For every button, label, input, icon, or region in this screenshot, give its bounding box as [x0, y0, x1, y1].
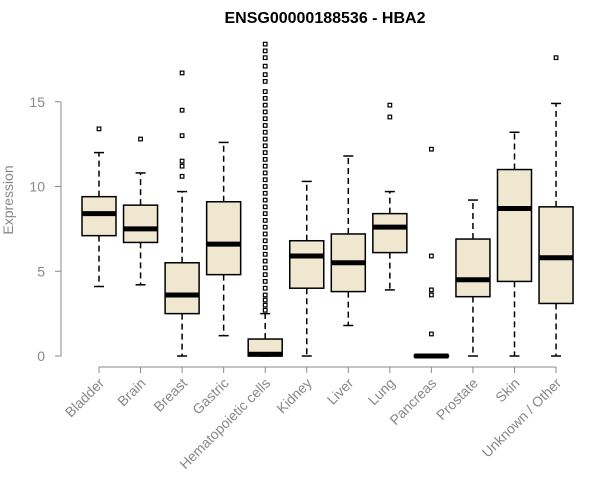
- outlier-point: [262, 307, 268, 313]
- box-iqr: [496, 168, 533, 283]
- outlier-point: [262, 272, 268, 278]
- outlier-point: [262, 204, 268, 210]
- box-iqr: [81, 195, 117, 237]
- x-tick-label: Brain: [114, 375, 148, 409]
- y-tick-label: 0: [37, 348, 45, 364]
- outlier-point: [429, 287, 434, 293]
- outlier-point: [262, 211, 268, 217]
- outlier-point: [262, 143, 268, 149]
- x-tick-label: Prostate: [433, 375, 481, 423]
- outlier-point: [262, 177, 268, 183]
- outlier-point: [262, 245, 268, 250]
- outlier-point: [179, 70, 185, 76]
- outlier-point: [262, 116, 268, 122]
- box-skin: [496, 131, 533, 357]
- outlier-point: [262, 102, 268, 108]
- box-iqr: [122, 204, 159, 244]
- outlier-point: [262, 123, 268, 128]
- box-iqr: [372, 212, 408, 254]
- y-tick-label: 5: [37, 263, 45, 279]
- outlier-point: [262, 41, 268, 47]
- outlier-point: [429, 146, 434, 152]
- box-breast: [164, 70, 200, 357]
- box-liver: [330, 155, 367, 327]
- outlier-point: [179, 107, 185, 113]
- outlier-point: [553, 55, 559, 61]
- outlier-point: [429, 292, 434, 298]
- outlier-point: [262, 285, 268, 291]
- box-hematopoietic-cells: [247, 41, 283, 357]
- box-iqr: [205, 201, 242, 276]
- outlier-point: [262, 251, 268, 257]
- outlier-point: [262, 136, 268, 142]
- box-iqr: [538, 206, 574, 305]
- outlier-point: [179, 158, 185, 164]
- outlier-point: [262, 197, 268, 203]
- outlier-point: [262, 184, 268, 189]
- y-axis-label: Expression: [0, 165, 16, 234]
- box-prostate: [455, 199, 491, 357]
- outlier-point: [179, 163, 185, 169]
- outlier-point: [262, 63, 268, 69]
- outlier-point: [262, 150, 268, 156]
- outlier-point: [262, 279, 268, 284]
- x-tick-label: Bladder: [62, 375, 108, 421]
- x-tick-label: Skin: [492, 375, 523, 406]
- y-tick-label: 10: [29, 179, 45, 195]
- outlier-point: [262, 48, 268, 54]
- outlier-point: [179, 173, 185, 179]
- outlier-point: [262, 190, 268, 196]
- outlier-point: [262, 163, 268, 169]
- x-tick-label: Liver: [324, 375, 357, 408]
- outlier-point: [429, 331, 434, 337]
- outlier-point: [96, 126, 102, 132]
- outlier-point: [262, 170, 268, 176]
- outlier-point: [138, 136, 143, 142]
- x-tick-label: Kidney: [273, 375, 315, 417]
- outlier-point: [262, 265, 268, 271]
- x-tick-label: Lung: [365, 375, 398, 408]
- box-lung: [372, 102, 408, 291]
- box-unknown-other: [538, 55, 574, 357]
- outlier-point: [262, 224, 268, 230]
- x-tick-label: Unknown / Other: [479, 375, 565, 461]
- x-tick-label: Breast: [150, 375, 190, 415]
- outlier-point: [262, 258, 268, 264]
- outlier-point: [262, 89, 268, 94]
- chart-title: ENSG00000188536 - HBA2: [224, 10, 425, 27]
- box-iqr: [164, 262, 200, 315]
- box-iqr: [289, 239, 325, 289]
- outlier-point: [262, 129, 268, 135]
- outlier-point: [387, 114, 393, 120]
- box-bladder: [81, 126, 117, 288]
- outlier-point: [262, 297, 268, 303]
- y-tick-label: 15: [29, 94, 45, 110]
- box-brain: [122, 136, 159, 286]
- outlier-point: [262, 218, 268, 223]
- box-gastric: [205, 141, 242, 337]
- box-kidney: [289, 180, 325, 357]
- outlier-point: [262, 231, 268, 237]
- outlier-point: [429, 253, 434, 259]
- outlier-point: [262, 55, 268, 61]
- outlier-point: [262, 302, 268, 308]
- outlier-point: [387, 102, 393, 108]
- y-axis: 0 5 10 15: [29, 94, 62, 364]
- outlier-point: [179, 133, 185, 139]
- outlier-point: [262, 79, 268, 84]
- outlier-point: [262, 95, 268, 101]
- outlier-point: [262, 109, 268, 115]
- outlier-point: [262, 156, 268, 162]
- box-iqr: [455, 238, 491, 298]
- box-pancreas: [413, 146, 450, 359]
- outlier-point: [262, 238, 268, 244]
- plot-area: [81, 41, 574, 359]
- outlier-point: [262, 292, 268, 298]
- outlier-point: [262, 72, 268, 78]
